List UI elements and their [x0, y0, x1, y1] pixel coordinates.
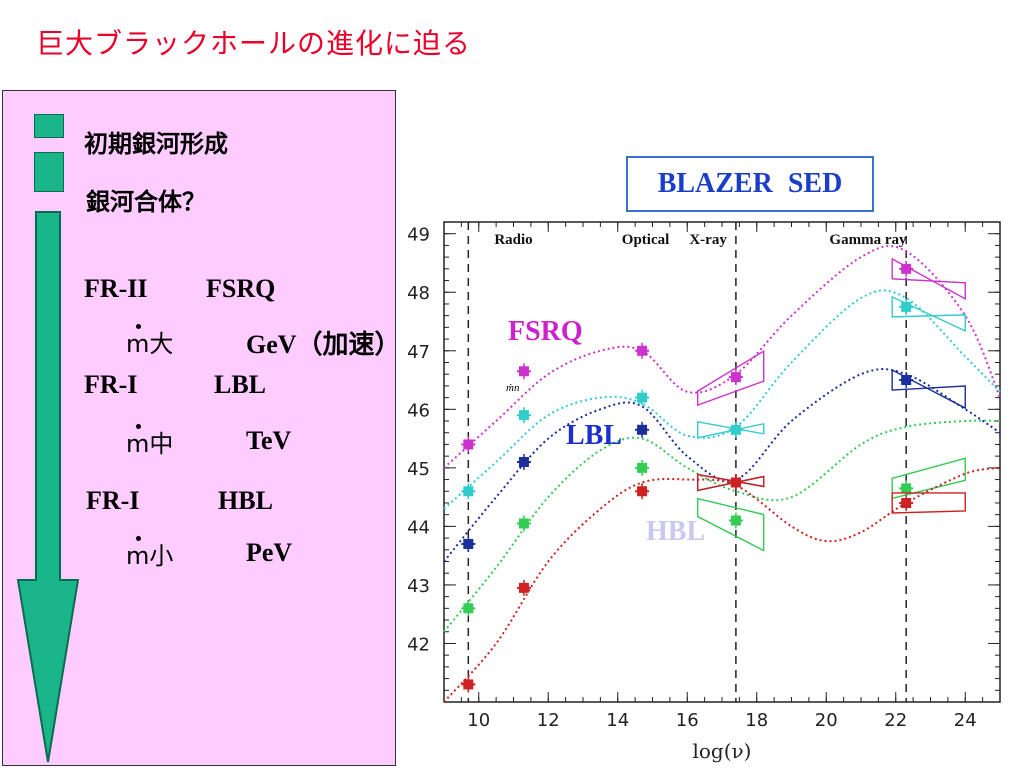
class-fsrq: FSRQ — [206, 274, 276, 303]
data-point — [901, 301, 912, 312]
data-point — [901, 263, 912, 274]
band-label: Gamma ray — [829, 232, 907, 248]
x-tick-label: 18 — [745, 710, 768, 731]
y-tick-label: 48 — [407, 283, 430, 304]
gamma-bowtie — [891, 368, 966, 410]
data-point — [463, 679, 474, 690]
sed-curve — [443, 419, 1001, 633]
mdot-medium: m中 — [126, 424, 174, 458]
data-point — [637, 345, 648, 356]
data-point — [901, 483, 912, 494]
band-label: Optical — [622, 232, 670, 248]
x-tick-label: 12 — [537, 710, 560, 731]
sed-curve — [443, 245, 1001, 469]
data-point — [637, 486, 648, 497]
gamma-bowtie — [891, 492, 966, 514]
series-label-lbl: LBL — [566, 420, 623, 451]
class-lbl: LBL — [214, 370, 267, 399]
gamma-bowtie — [891, 457, 966, 500]
xray-bowtie — [696, 420, 765, 439]
class-fr2: FR-II — [84, 274, 148, 303]
stage-label-galaxy-merger: 銀河合体？ — [86, 188, 206, 216]
class-fr1-b: FR-I — [86, 486, 140, 515]
data-point — [463, 439, 474, 450]
data-point — [518, 410, 529, 421]
sed-title-box: BLAZER SED — [626, 156, 874, 212]
x-tick-label: 20 — [815, 710, 838, 731]
y-tick-label: 44 — [407, 517, 430, 538]
mdot-large: m大 — [126, 324, 174, 358]
x-tick-label: 14 — [606, 710, 629, 731]
xray-bowtie — [696, 497, 765, 552]
y-tick-label: 46 — [407, 400, 430, 421]
data-point — [463, 603, 474, 614]
y-tick-label: 42 — [407, 634, 430, 655]
data-point — [730, 372, 741, 383]
gamma-bowtie — [891, 295, 966, 332]
energy-tev: TeV — [246, 426, 292, 455]
y-tick-label: 43 — [407, 576, 430, 597]
class-hbl: HBL — [218, 486, 273, 515]
series-label-fsrq: FSRQ — [508, 316, 583, 347]
data-point — [518, 457, 529, 467]
xray-bowtie — [696, 473, 765, 492]
data-point — [637, 462, 648, 473]
evolution-panel — [2, 90, 396, 766]
data-point — [518, 518, 529, 529]
mdot-small: m小 — [126, 536, 174, 570]
sed-curve — [443, 368, 1001, 563]
energy-pev: PeV — [246, 538, 293, 567]
x-tick-label: 10 — [467, 710, 490, 731]
data-point — [730, 477, 741, 488]
stage-label-early-galaxy: 初期銀河形成 — [84, 130, 228, 158]
data-point — [518, 366, 529, 377]
data-point — [518, 582, 529, 593]
xray-bowtie — [696, 349, 765, 407]
data-point — [730, 424, 741, 435]
data-point — [637, 424, 648, 435]
page-title: 巨大ブラックホールの進化に迫る — [36, 27, 472, 60]
stage-marker-2 — [34, 152, 64, 192]
x-tick-label: 16 — [676, 710, 699, 731]
sed-curve — [443, 289, 1001, 510]
data-point — [901, 375, 912, 386]
band-label: X-ray — [689, 232, 727, 248]
y-tick-label: 45 — [407, 459, 430, 480]
class-fr1-a: FR-I — [84, 370, 138, 399]
data-point — [730, 515, 741, 526]
y-tick-label: 47 — [407, 342, 430, 363]
data-point — [463, 486, 474, 497]
data-point — [463, 538, 474, 549]
band-label: Radio — [494, 232, 532, 248]
x-axis-label: log(ν) — [692, 739, 751, 763]
x-tick-label: 22 — [884, 710, 907, 731]
mdot-n-label: ṁn — [506, 382, 520, 394]
stage-marker-1 — [34, 114, 64, 138]
series-label-hbl: HBL — [646, 516, 706, 547]
data-point — [637, 392, 648, 403]
x-tick-label: 24 — [954, 710, 977, 731]
data-point — [901, 497, 912, 508]
gamma-bowtie — [891, 257, 966, 301]
y-tick-label: 49 — [407, 225, 430, 246]
energy-gev: GeV（加速） — [246, 330, 401, 359]
